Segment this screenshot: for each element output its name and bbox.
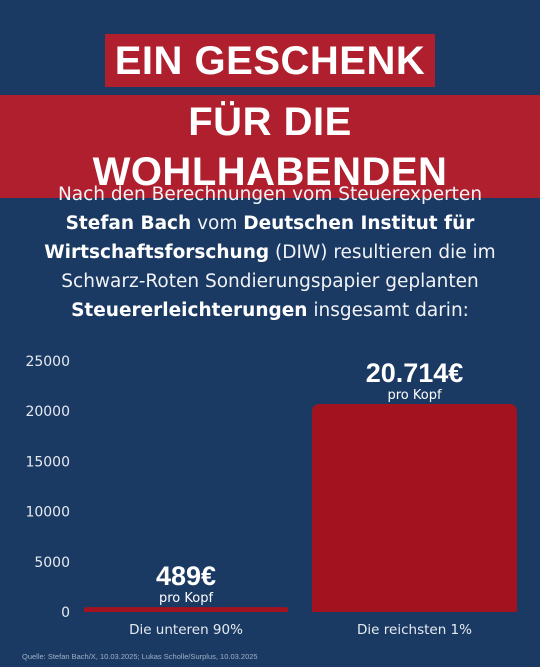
intro-bold-stefan-bach: Stefan Bach: [65, 213, 192, 234]
intro-bold-institute: Deutschen Institut für: [243, 213, 475, 234]
bar-sublabel-1: pro Kopf: [387, 388, 441, 403]
y-tick-label-3: 15000: [25, 454, 70, 470]
bar-value-label-1: 20.714€: [366, 358, 464, 388]
source-note: Quelle: Stefan Bach/X, 10.03.2025; Lukas…: [22, 652, 258, 661]
intro-part-2: vom: [191, 213, 244, 234]
bar-0: [84, 607, 288, 612]
intro-part-5: insgesamt darin:: [307, 300, 469, 321]
title-line-1: EIN GESCHENK: [104, 34, 436, 87]
title: EIN GESCHENK FÜR DIE WOHLHABENDEN: [0, 34, 540, 206]
bar-sublabel-0: pro Kopf: [159, 591, 213, 606]
y-tick-label-1: 5000: [34, 555, 70, 571]
y-tick-label-2: 10000: [25, 505, 70, 521]
intro-part-3: (DIW) resultieren die im: [269, 242, 496, 263]
intro-bold-research: Wirtschaftsforschung: [44, 242, 270, 263]
y-tick-label-0: 0: [61, 605, 70, 621]
intro-part-1: Nach den Berechnungen vom Steuerexperten: [57, 184, 483, 205]
intro-text: Nach den Berechnungen vom Steuerexperten…: [20, 180, 520, 325]
intro-part-4: Schwarz-Roten Sondierungspapier geplante…: [61, 271, 479, 292]
x-tick-label-1: Die reichsten 1%: [357, 622, 472, 638]
bar-1: [312, 404, 517, 612]
title-line-2: FÜR DIE WOHLHABENDEN: [0, 95, 540, 198]
bar-value-label-0: 489€: [156, 561, 216, 591]
intro-bold-tax-relief: Steuererleichterungen: [71, 300, 308, 321]
x-tick-label-0: Die unteren 90%: [129, 622, 243, 638]
y-tick-label-5: 25000: [25, 354, 70, 370]
y-tick-label-4: 20000: [25, 404, 70, 420]
